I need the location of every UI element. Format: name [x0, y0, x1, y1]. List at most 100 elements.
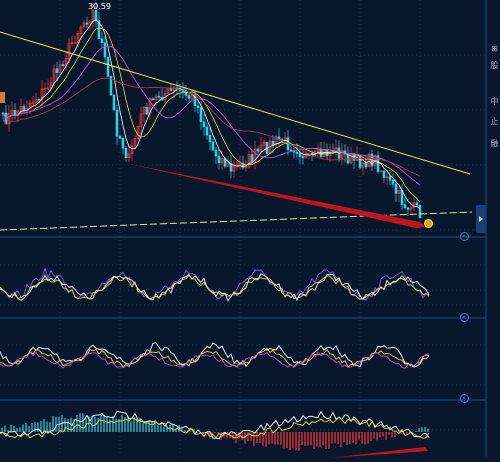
candle [145, 107, 149, 115]
ma-long-line [2, 77, 421, 177]
candle [229, 162, 233, 172]
osc1-line-white [0, 273, 430, 302]
candle [409, 207, 413, 210]
candle [79, 26, 83, 34]
candle [361, 162, 365, 168]
candle [415, 202, 419, 206]
candle [73, 42, 77, 44]
candle [55, 68, 59, 73]
candle [130, 145, 134, 155]
candle [340, 150, 344, 159]
candle [274, 136, 278, 146]
candle [259, 144, 263, 152]
candle [94, 9, 98, 21]
candle [214, 149, 218, 157]
candle [298, 153, 302, 158]
side-tab-3[interactable]: 中 [490, 97, 499, 106]
candle [271, 140, 275, 146]
candle [376, 155, 380, 172]
side-tab-4[interactable]: 止 [490, 117, 499, 126]
candle [43, 87, 47, 90]
candle [289, 149, 293, 152]
candle [88, 20, 92, 25]
trendline-down [0, 31, 471, 175]
candle [10, 110, 14, 114]
side-tab-5[interactable]: 融 [490, 139, 499, 148]
candle [157, 95, 161, 98]
candle [244, 166, 248, 169]
candle [31, 102, 35, 104]
candle [403, 204, 407, 209]
candle [67, 42, 71, 59]
candle [217, 155, 221, 164]
candle [118, 135, 122, 139]
side-tab-2[interactable]: 股 [490, 61, 499, 70]
osc2-line-purple [0, 351, 430, 369]
macd-divergence-arrow [330, 447, 428, 458]
candle [205, 126, 209, 136]
side-tab-1[interactable]: ⊞ [491, 44, 498, 53]
candle [187, 95, 191, 99]
candle [199, 107, 203, 123]
candle [388, 176, 392, 181]
candle [154, 95, 158, 101]
candle [142, 107, 146, 115]
candle [418, 204, 422, 219]
candle [196, 105, 200, 109]
candle [379, 170, 383, 173]
candle [100, 38, 104, 43]
osc1-line-yellow [0, 274, 430, 301]
candle [82, 22, 86, 28]
osc1-settings-gear-icon[interactable] [460, 313, 469, 322]
candle [61, 64, 65, 67]
candle [76, 33, 80, 43]
osc2-line-yellow [0, 347, 430, 368]
candle [406, 207, 410, 210]
candle [121, 138, 125, 149]
candle [211, 141, 215, 151]
candle [202, 121, 206, 128]
candle [220, 158, 224, 164]
price-settings-gear-icon[interactable] [460, 232, 469, 241]
candle [22, 106, 26, 111]
candle [208, 134, 212, 143]
candle [250, 154, 254, 163]
candle [295, 151, 299, 154]
ma-slow-line [2, 45, 421, 186]
candle [136, 126, 140, 139]
candle [139, 113, 143, 127]
macd-dea-line [0, 416, 430, 439]
scroll-right-button[interactable] [476, 205, 486, 233]
candle [97, 20, 101, 40]
candle [151, 98, 155, 101]
candle [304, 153, 308, 158]
candle [394, 183, 398, 194]
candle [40, 88, 44, 100]
alert-icon[interactable] [424, 219, 433, 228]
candle [46, 87, 50, 90]
candle [253, 148, 257, 163]
candle [193, 94, 197, 106]
candle [7, 112, 11, 125]
candle [127, 153, 131, 159]
candle [283, 137, 287, 143]
candle [85, 22, 89, 25]
candle [301, 156, 305, 159]
candle [256, 148, 260, 152]
candle [28, 102, 32, 109]
osc2-line-white [0, 342, 430, 368]
candle [316, 148, 320, 152]
osc2-settings-gear-icon[interactable] [460, 394, 469, 403]
candle [106, 56, 110, 77]
candle [124, 147, 128, 159]
candle [397, 190, 401, 194]
peak-price-label: 30.59 [88, 2, 111, 11]
support-line [0, 211, 473, 231]
candle [247, 154, 251, 168]
candle [385, 176, 389, 179]
candle [262, 142, 266, 146]
candle [226, 162, 230, 167]
candle [238, 163, 242, 165]
